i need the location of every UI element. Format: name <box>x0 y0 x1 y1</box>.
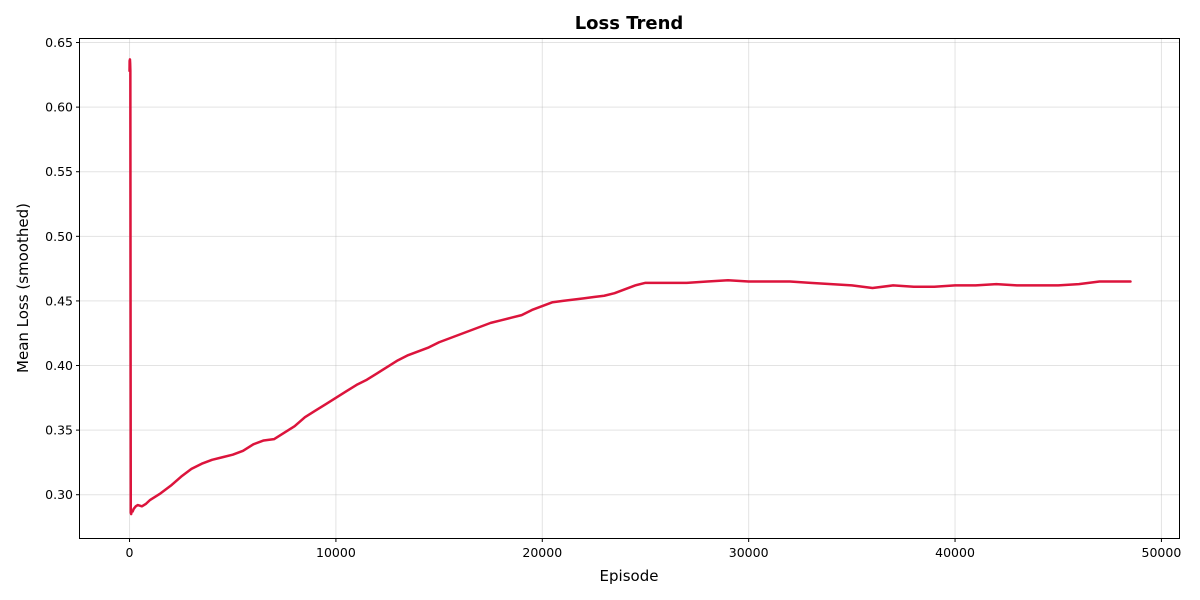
y-tick-label: 0.30 <box>45 487 73 502</box>
x-tick-label: 20000 <box>522 545 562 560</box>
y-tick-label: 0.55 <box>45 164 73 179</box>
x-tick-label: 10000 <box>316 545 356 560</box>
y-tick-label: 0.35 <box>45 423 73 438</box>
series-layer <box>128 58 1132 516</box>
x-axis-label: Episode <box>600 567 659 585</box>
y-tick-label: 0.50 <box>45 229 73 244</box>
y-tick-label: 0.40 <box>45 358 73 373</box>
chart-title: Loss Trend <box>575 13 684 34</box>
x-tick-label: 30000 <box>729 545 769 560</box>
x-axis-ticks: 0 10000 20000 30000 40000 50000 <box>126 538 1182 560</box>
y-axis-label: Mean Loss (smoothed) <box>14 203 32 373</box>
x-tick-label: 50000 <box>1142 545 1182 560</box>
loss-series-line <box>128 58 1132 516</box>
y-tick-label: 0.45 <box>45 293 73 308</box>
grid-lines <box>80 38 1180 538</box>
x-tick-label: 40000 <box>935 545 975 560</box>
x-tick-label: 0 <box>126 545 134 560</box>
y-tick-label: 0.60 <box>45 100 73 115</box>
y-tick-label: 0.65 <box>45 35 73 50</box>
plot-frame <box>79 38 1180 539</box>
y-axis-ticks: 0.30 0.35 0.40 0.45 0.50 0.55 0.60 0.65 <box>45 35 80 502</box>
